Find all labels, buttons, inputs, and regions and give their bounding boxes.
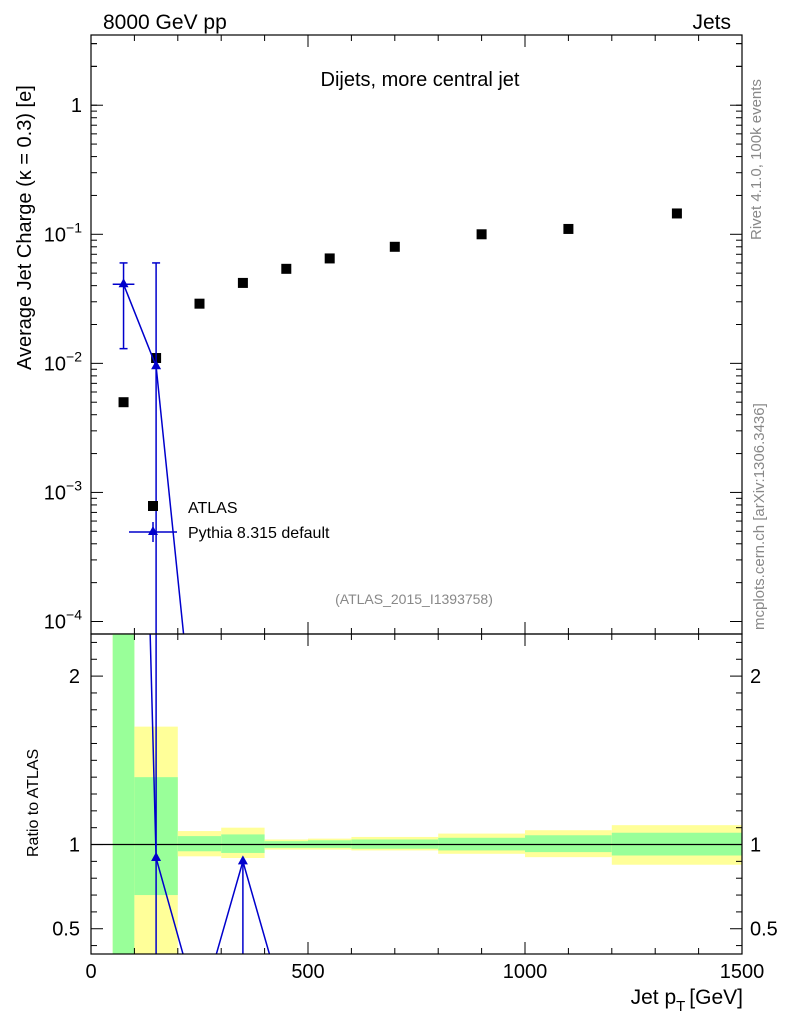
- y-tick-label: 10−1: [44, 219, 82, 246]
- atlas-data-point: [563, 223, 574, 234]
- ratio-inner-band: [525, 835, 612, 853]
- atlas-data-point: [671, 208, 682, 219]
- legend-pythia-marker: [148, 526, 158, 535]
- analysis-id-label: (ATLAS_2015_I1393758): [335, 591, 493, 607]
- legend-pythia-label: Pythia 8.315 default: [188, 525, 330, 542]
- atlas-data-point: [237, 277, 248, 288]
- ratio-inner-band: [177, 836, 222, 852]
- ratio-pythia-point: [151, 852, 162, 861]
- legend-atlas-marker: [148, 501, 158, 511]
- legend-atlas-label: ATLAS: [188, 500, 238, 517]
- ratio-panel-frame: [90, 633, 743, 955]
- rivet-version-label: Rivet 4.1.0, 100k events: [748, 79, 765, 240]
- ratio-y-tick-label: 1: [69, 835, 80, 857]
- x-tick-label: 0: [85, 961, 96, 983]
- ratio-inner-band: [221, 834, 265, 853]
- header-process-label: Jets: [692, 11, 731, 34]
- ratio-y-tick-label-right: 0.5: [750, 919, 778, 941]
- ratio-y-tick-label-right: 1: [750, 835, 761, 857]
- mcplots-reference-label: mcplots.cern.ch [arXiv:1306.3436]: [751, 403, 768, 630]
- ratio-y-axis-label: Ratio to ATLAS: [25, 749, 42, 857]
- main-y-axis-label: Average Jet Charge (κ = 0.3) [e]: [14, 85, 36, 370]
- x-axis-label: Jet pT [GeV]: [631, 986, 743, 1015]
- ratio-inner-band: [112, 634, 135, 954]
- ratio-y-tick-label: 0.5: [52, 919, 80, 941]
- atlas-data-point: [281, 263, 292, 274]
- x-tick-label: 500: [291, 961, 324, 983]
- x-tick-label: 1500: [720, 961, 765, 983]
- y-tick-label: 10−3: [44, 477, 82, 504]
- x-tick-label: 1000: [503, 961, 548, 983]
- header-energy-label: 8000 GeV pp: [103, 11, 227, 34]
- ratio-pythia-line: [149, 634, 271, 954]
- y-tick-label: 10−4: [44, 606, 82, 633]
- atlas-data-point: [194, 298, 205, 309]
- atlas-data-point: [476, 229, 487, 240]
- main-panel-frame: [90, 34, 743, 635]
- y-tick-label: 1: [71, 95, 82, 117]
- atlas-data-point: [324, 253, 335, 264]
- ratio-y-tick-label: 2: [69, 666, 80, 688]
- atlas-data-point: [118, 397, 129, 408]
- y-tick-label: 10−2: [44, 348, 82, 375]
- ratio-y-tick-label-right: 2: [750, 666, 761, 688]
- ratio-pythia-point: [237, 855, 248, 865]
- main-plot-title: Dijets, more central jet: [321, 69, 520, 91]
- pythia-data-point: [151, 360, 162, 370]
- pythia-data-point: [118, 278, 129, 288]
- atlas-data-point: [389, 241, 400, 252]
